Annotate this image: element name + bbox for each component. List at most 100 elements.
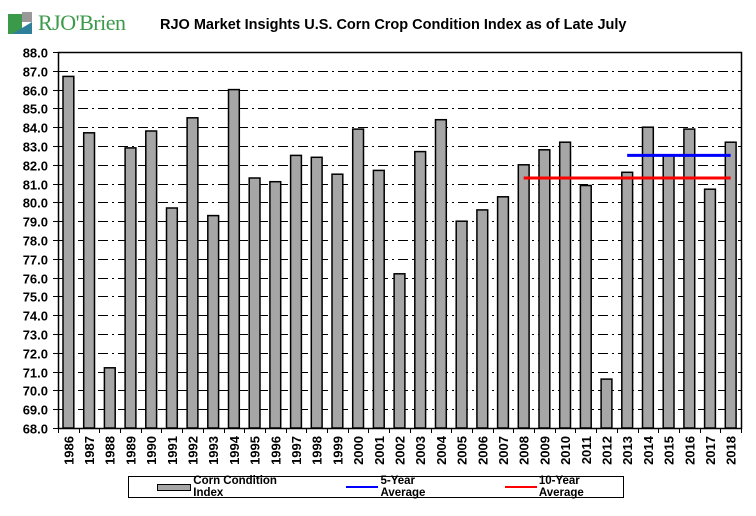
bar-1993	[207, 214, 220, 429]
y-tick-label: 75.0	[23, 290, 48, 305]
logo: RJO'Brien	[8, 8, 126, 38]
legend-item-5yr: 5-Year Average	[346, 475, 458, 499]
y-tick-label: 80.0	[23, 196, 48, 211]
x-tick-label: 1993	[206, 436, 221, 465]
x-tick-label: 1995	[248, 436, 263, 465]
bar-2004	[434, 118, 448, 429]
x-tick-label: 1987	[82, 436, 97, 465]
legend-swatch-red-line	[504, 486, 537, 488]
bar-2001	[372, 169, 385, 429]
bar-2000	[351, 128, 365, 429]
y-tick-label: 83.0	[23, 140, 48, 155]
bar-2017	[703, 188, 717, 429]
x-tick-label: 2018	[724, 436, 739, 465]
y-tick-label: 70.0	[23, 384, 48, 399]
x-tick-label: 2004	[434, 435, 449, 465]
chart-title: RJO Market Insights U.S. Corn Crop Condi…	[160, 17, 627, 33]
y-tick-label: 84.0	[23, 121, 48, 136]
bar-2007	[496, 196, 510, 429]
bar-1996	[269, 180, 282, 429]
y-tick-label: 77.0	[23, 253, 48, 268]
plot-frame	[57, 51, 743, 430]
x-tick-label: 1986	[61, 436, 76, 465]
x-tick-label: 1997	[289, 436, 304, 465]
legend: Corn Condition Index 5-Year Average 10-Y…	[128, 475, 624, 499]
x-tick-label: 1999	[330, 436, 345, 465]
bar-1986	[62, 75, 75, 429]
x-tick-label: 1990	[144, 436, 159, 465]
bar-1989	[124, 147, 137, 429]
bar-2005	[455, 220, 468, 429]
bar-2003	[414, 150, 427, 429]
y-tick-label: 68.0	[23, 422, 48, 437]
x-tick-label: 1988	[103, 436, 118, 465]
bar-1995	[248, 177, 261, 429]
bar-2010	[558, 141, 572, 429]
y-tick-label: 81.0	[23, 178, 48, 193]
bar-1997	[289, 154, 303, 429]
y-tick-label: 72.0	[23, 347, 48, 362]
y-tick-label: 85.0	[23, 102, 48, 117]
legend-item-corn: Corn Condition Index	[157, 475, 304, 499]
x-tick-label: 2011	[579, 436, 594, 464]
bar-1987	[82, 132, 96, 429]
x-tick-label: 1994	[227, 435, 242, 465]
bar-2009	[538, 149, 551, 429]
bar-1998	[310, 156, 323, 429]
x-tick-label: 2014	[641, 435, 656, 465]
x-tick-label: 2015	[662, 436, 677, 465]
bar-2016	[683, 128, 696, 429]
legend-label: 10-Year Average	[538, 475, 584, 499]
rjo-brien-logo-icon	[8, 12, 32, 34]
logo-text: RJO'Brien	[38, 10, 126, 35]
legend-swatch-bar	[157, 483, 192, 491]
y-tick-label: 86.0	[23, 84, 48, 99]
x-tick-label: 2009	[537, 436, 552, 465]
y-tick-label: 87.0	[23, 65, 48, 80]
bar-2002	[393, 273, 406, 429]
y-tick-label: 71.0	[23, 366, 48, 381]
x-tick-label: 1989	[123, 436, 138, 465]
legend-label: Corn Condition Index	[193, 475, 277, 499]
bar-1992	[186, 117, 199, 429]
x-tick-label: 1998	[310, 436, 325, 465]
bar-1990	[145, 130, 158, 429]
bar-1991	[165, 207, 179, 429]
x-tick-label: 2001	[372, 436, 387, 465]
x-tick-label: 1992	[186, 436, 201, 465]
bar-2014	[641, 126, 655, 429]
bar-2008	[517, 164, 530, 429]
x-tick-label: 2013	[620, 436, 635, 465]
y-tick-label: 88.0	[23, 46, 48, 61]
x-tick-label: 2005	[455, 436, 470, 465]
bar-2006	[476, 209, 489, 429]
x-tick-label: 2002	[393, 436, 408, 465]
legend-item-10yr: 10-Year Average	[504, 475, 623, 499]
bar-2018	[724, 141, 737, 429]
y-tick-label: 74.0	[23, 309, 48, 324]
bar-1988	[103, 367, 116, 429]
x-tick-label: 2012	[599, 436, 614, 465]
y-tick-label: 73.0	[23, 328, 48, 343]
x-tick-label: 1996	[268, 436, 283, 465]
x-tick-label: 2016	[682, 436, 697, 465]
legend-label: 5-Year Average	[380, 475, 426, 499]
bar-2011	[579, 184, 592, 429]
bar-2013	[621, 171, 634, 429]
x-tick-label: 2008	[517, 436, 532, 465]
x-tick-label: 1991	[165, 436, 180, 465]
y-tick-label: 82.0	[23, 159, 48, 174]
bar-1999	[331, 173, 344, 429]
x-tick-label: 2010	[558, 436, 573, 465]
y-tick-label: 79.0	[23, 215, 48, 230]
x-tick-label: 2017	[703, 436, 718, 465]
bar-2015	[662, 154, 675, 429]
bar-2012	[600, 378, 613, 429]
bar-1994	[227, 88, 241, 429]
x-tick-label: 2007	[496, 436, 511, 465]
x-tick-label: 2003	[413, 436, 428, 465]
y-tick-label: 76.0	[23, 272, 48, 287]
x-tick-label: 2000	[351, 436, 366, 465]
y-tick-label: 78.0	[23, 234, 48, 249]
